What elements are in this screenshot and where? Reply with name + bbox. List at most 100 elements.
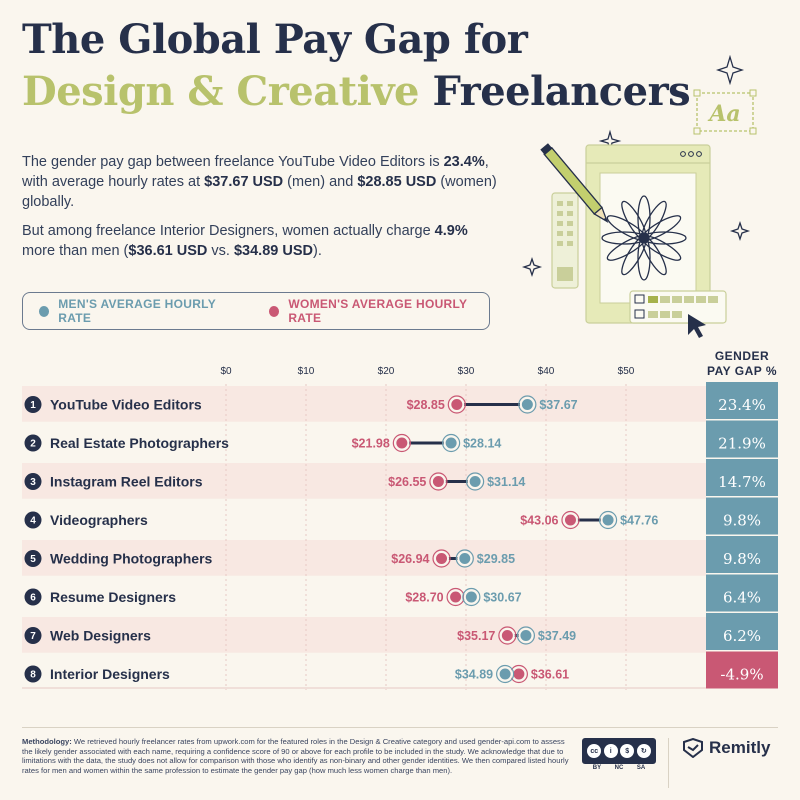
cc-license-labels: BY NC SA: [586, 765, 652, 771]
rank-badge: [24, 665, 42, 683]
intro-paragraph-1: The gender pay gap between freelance You…: [22, 152, 502, 212]
rank-badge: [24, 588, 42, 606]
men-rate-dot: [497, 666, 513, 682]
intro-highlight: $36.61 USD: [128, 243, 208, 259]
rank-badge: [24, 473, 42, 490]
cursor-icon: [688, 314, 706, 338]
men-rate-label: $28.14: [463, 437, 501, 451]
women-rate-dot-ring: [561, 510, 580, 530]
women-rate-dot: [394, 435, 410, 451]
women-rate-dot: [499, 628, 515, 643]
intro-text-span: (men) and: [283, 174, 358, 190]
men-rate-label: $34.89: [455, 668, 493, 682]
footer-divider: [22, 727, 778, 728]
intro-highlight: $28.85 USD: [357, 174, 437, 190]
legend-men: MEN'S AVERAGE HOURLY RATE: [39, 297, 239, 325]
page-title: The Global Pay Gap for Design & Creative…: [22, 14, 691, 118]
gap-cell: [706, 574, 778, 612]
x-tick-label: $40: [538, 366, 555, 377]
women-rate-label: $21.98: [352, 437, 390, 451]
men-rate-label: $29.85: [477, 552, 515, 566]
occupation-label: Resume Designers: [50, 589, 176, 605]
rank-number: 8: [30, 670, 36, 681]
rank-number: 5: [30, 554, 36, 565]
occupation-label: Wedding Photographers: [50, 551, 213, 567]
tool-palette: [551, 192, 579, 289]
intro-text-span: , with average hourly rates at: [22, 154, 489, 190]
rank-number: 6: [30, 593, 36, 604]
legend-women: WOMEN'S AVERAGE HOURLY RATE: [269, 297, 489, 325]
men-rate-dot-ring: [442, 433, 461, 453]
methodology-label: Methodology:: [22, 737, 72, 746]
women-rate-dot: [448, 589, 464, 605]
row-band: [22, 386, 706, 422]
gap-cell: [706, 497, 778, 535]
sparkle-icon: [521, 256, 543, 278]
men-rate-dot: [600, 512, 616, 528]
rank-badge: [24, 434, 42, 452]
women-rate-dot-ring: [429, 472, 448, 491]
x-tick-label: $50: [618, 366, 635, 377]
women-rate-dot: [434, 551, 450, 566]
rank-badge: [24, 511, 42, 529]
men-rate-dot: [463, 589, 479, 605]
women-rate-dot: [562, 512, 578, 528]
gap-cell: [706, 459, 778, 496]
gap-value: 14.7%: [718, 473, 766, 491]
men-rate-label: $37.49: [538, 629, 576, 643]
gap-value: 6.4%: [723, 589, 761, 607]
occupation-label: Web Designers: [50, 628, 151, 644]
gap-value: 9.8%: [723, 512, 761, 530]
men-rate-label: $31.14: [487, 475, 525, 489]
women-rate-dot: [449, 397, 465, 412]
rank-badge: [24, 550, 42, 567]
cc-license-badge[interactable]: cc i $ ↻: [582, 738, 656, 764]
gap-cell: [706, 536, 778, 573]
women-rate-label: $28.70: [405, 591, 443, 605]
rank-number: 7: [30, 631, 36, 642]
intro-text-span: But among freelance Interior Designers, …: [22, 223, 435, 239]
x-tick-label: $10: [298, 366, 315, 377]
legend-men-label: MEN'S AVERAGE HOURLY RATE: [58, 297, 216, 325]
men-rate-label: $47.76: [620, 514, 658, 528]
row-band: [22, 617, 706, 653]
x-tick-label: $0: [220, 366, 232, 377]
occupation-label: YouTube Video Editors: [50, 397, 202, 413]
men-rate-dot-ring: [455, 549, 474, 568]
remitly-logo[interactable]: Remitly: [682, 738, 770, 758]
legend-women-label: WOMEN'S AVERAGE HOURLY RATE: [288, 297, 468, 325]
occupation-label: Interior Designers: [50, 666, 170, 682]
women-rate-label: $36.61: [531, 668, 569, 682]
cc-label: SA: [636, 765, 646, 771]
women-rate-label: $43.06: [520, 514, 558, 528]
men-rate-label: $30.67: [483, 591, 521, 605]
gap-cell: [706, 651, 778, 689]
women-rate-label: $35.17: [457, 629, 495, 643]
gap-header-line-2: PAY GAP %: [707, 364, 777, 378]
women-rate-dot-ring: [392, 433, 411, 453]
footer-separator: [668, 738, 669, 788]
font-badge-text: Aa: [707, 101, 740, 127]
by-icon: i: [603, 744, 618, 758]
title-line-1: The Global Pay Gap for: [22, 16, 528, 63]
women-rate-label: $26.94: [391, 552, 429, 566]
nc-icon: $: [620, 744, 635, 758]
title-accent: Design & Creative: [22, 68, 420, 115]
men-rate-dot: [443, 435, 459, 451]
remitly-logo-icon: [683, 738, 703, 758]
gap-cell: [706, 382, 778, 419]
occupation-label: Instagram Reel Editors: [50, 474, 203, 490]
women-rate-label: $26.55: [388, 475, 426, 489]
title-rest: Freelancers: [419, 68, 691, 115]
men-rate-dot-ring: [496, 664, 515, 684]
gap-value: 6.2%: [723, 627, 761, 645]
sparkle-icon: [729, 220, 751, 242]
men-rate-dot-ring: [518, 395, 537, 414]
methodology-note: Methodology: We retrieved hourly freelan…: [22, 737, 570, 775]
women-rate-dot-ring: [447, 395, 466, 414]
women-rate-dot-ring: [498, 626, 517, 645]
rank-number: 3: [30, 477, 36, 488]
x-tick-label: $20: [378, 366, 395, 377]
men-rate-dot-ring: [466, 472, 485, 491]
